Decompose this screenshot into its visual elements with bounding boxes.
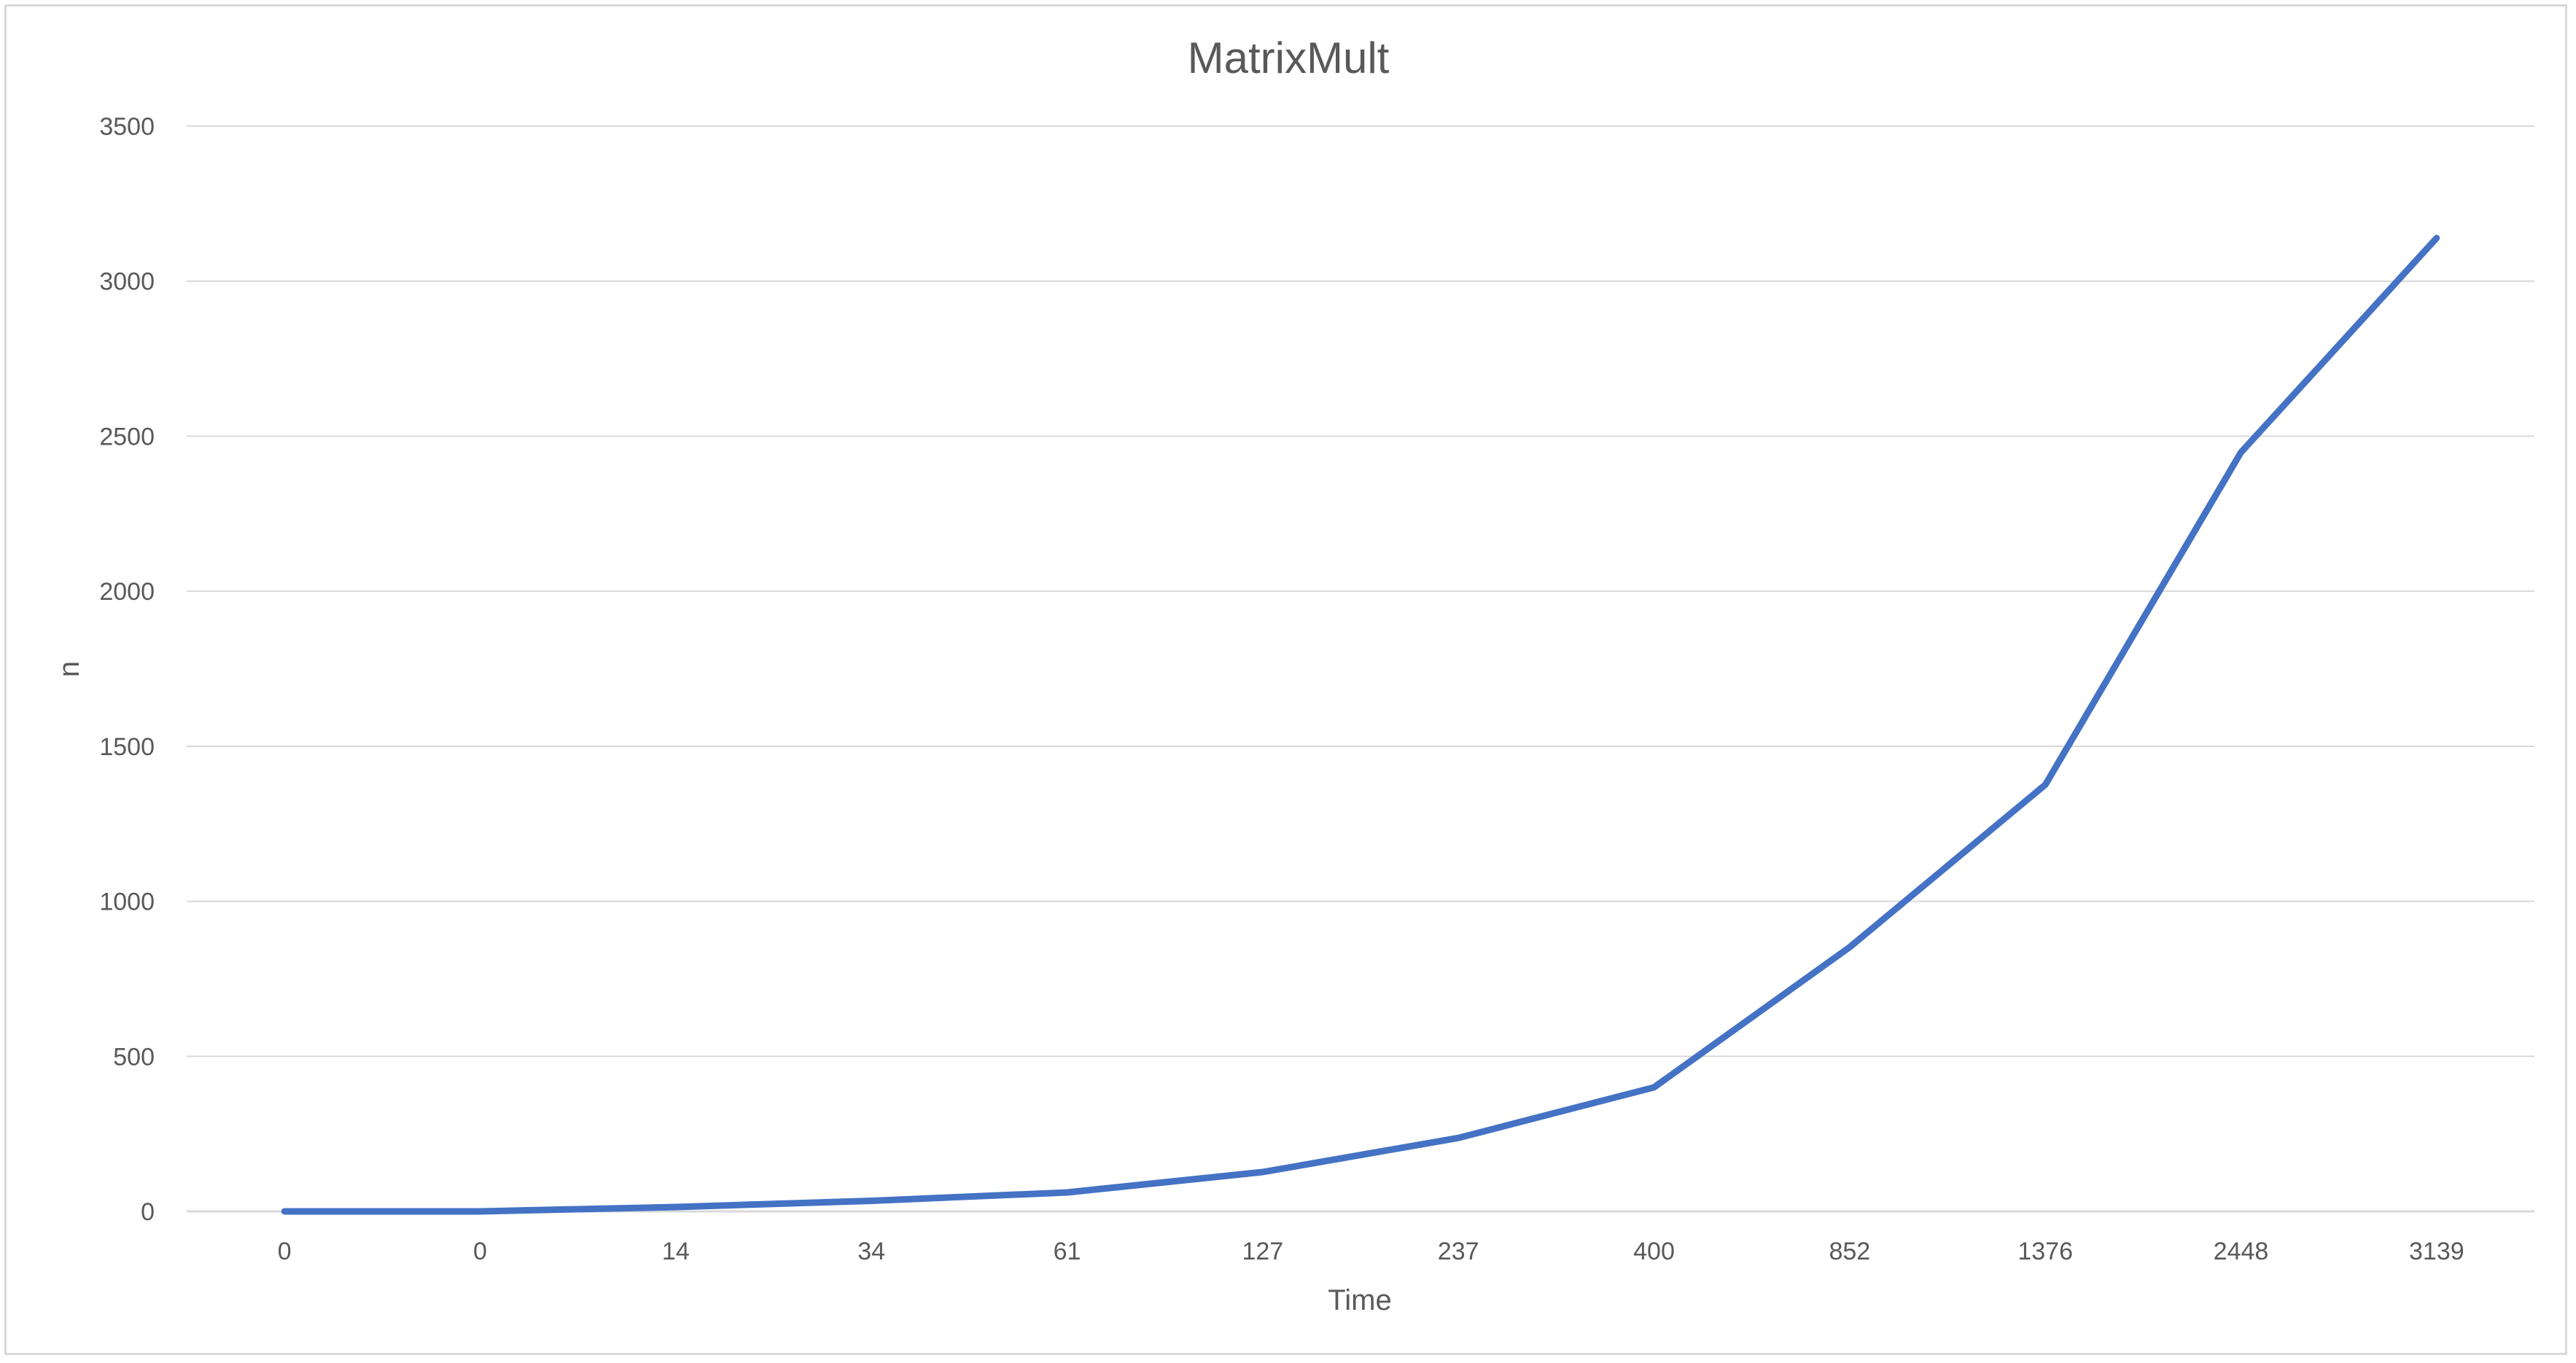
x-tick-label: 852 — [1829, 1238, 1870, 1265]
y-tick-label: 3000 — [99, 268, 155, 296]
x-tick-label: 34 — [857, 1238, 885, 1265]
x-tick-label: 14 — [662, 1238, 690, 1265]
y-tick-label: 500 — [113, 1043, 155, 1071]
y-tick-label: 0 — [141, 1198, 155, 1226]
x-tick-labels: 0 0 14 34 61 127 237 400 852 1376 2448 3139 — [278, 1238, 2464, 1265]
x-tick-label: 0 — [473, 1238, 487, 1265]
x-tick-label: 400 — [1633, 1238, 1675, 1265]
y-tick-label: 3500 — [99, 113, 155, 141]
chart-frame — [4, 4, 2567, 1355]
series-layer — [281, 235, 2440, 1215]
y-tick-labels: 0 500 1000 1500 2000 2500 3000 3500 — [99, 113, 155, 1226]
y-axis-title: n — [53, 661, 85, 677]
y-tick-label: 2000 — [99, 578, 155, 606]
x-tick-label: 237 — [1438, 1238, 1479, 1265]
y-tick-label: 2500 — [99, 423, 155, 450]
y-tick-label: 1500 — [99, 733, 155, 761]
x-tick-label: 1376 — [2017, 1238, 2073, 1265]
y-tick-label: 1000 — [99, 889, 155, 916]
gridlines — [187, 125, 2534, 1058]
x-tick-label: 0 — [278, 1238, 292, 1265]
x-tick-label: 2448 — [2214, 1238, 2269, 1265]
x-tick-label: 3139 — [2409, 1238, 2464, 1265]
series-line — [281, 235, 2440, 1215]
x-axis-title: Time — [1328, 1284, 1391, 1316]
chart-title: MatrixMult — [1188, 34, 1390, 82]
x-tick-label: 127 — [1242, 1238, 1283, 1265]
x-tick-label: 61 — [1054, 1238, 1081, 1265]
